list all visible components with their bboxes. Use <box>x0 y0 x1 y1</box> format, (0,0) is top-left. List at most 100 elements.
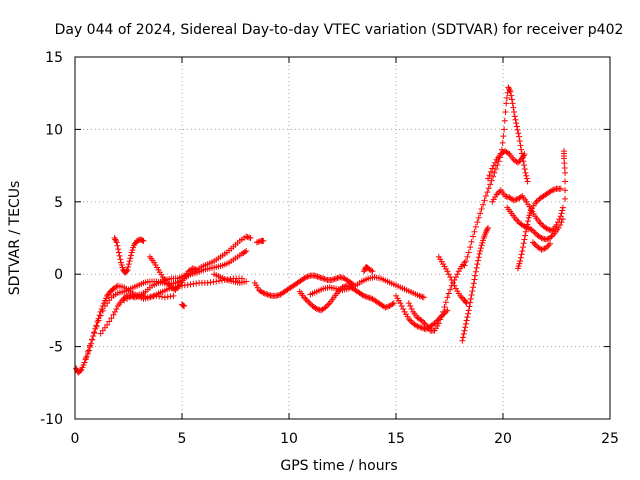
data-point <box>523 172 530 179</box>
data-point <box>562 187 569 194</box>
data-point <box>115 249 122 256</box>
data-point <box>474 261 481 268</box>
data-point <box>434 317 441 324</box>
data-point <box>193 266 200 273</box>
data-point <box>507 88 514 95</box>
data-point <box>521 162 528 169</box>
data-point <box>484 226 491 233</box>
data-point <box>500 133 507 140</box>
data-point <box>536 219 543 226</box>
data-point <box>547 240 554 247</box>
data-point <box>506 85 513 92</box>
data-marks <box>73 84 569 376</box>
data-point <box>442 299 449 306</box>
data-point <box>537 234 544 241</box>
data-point <box>520 240 527 247</box>
data-point <box>470 280 477 287</box>
data-point <box>112 236 119 243</box>
data-point <box>547 235 554 241</box>
data-point <box>306 300 313 307</box>
data-point <box>389 301 396 308</box>
data-point <box>558 219 565 226</box>
data-point <box>557 221 564 228</box>
data-point <box>359 291 366 298</box>
data-point <box>113 237 120 244</box>
data-point <box>485 185 492 192</box>
data-point <box>241 248 248 255</box>
data-point <box>451 282 458 289</box>
series-track-k <box>296 282 397 314</box>
series-track-d <box>111 235 147 276</box>
series-track-e <box>146 253 200 294</box>
data-point <box>559 204 566 211</box>
data-point <box>114 242 121 249</box>
data-point <box>444 268 451 275</box>
chart-title: Day 044 of 2024, Sidereal Day-to-day VTE… <box>55 22 624 38</box>
data-point <box>407 303 414 310</box>
data-point <box>111 308 118 315</box>
data-point <box>81 359 88 366</box>
axis-ticks <box>74 56 611 420</box>
data-point <box>521 165 528 172</box>
data-point <box>322 304 329 311</box>
series-track-f <box>211 271 250 286</box>
data-point <box>106 318 113 325</box>
data-point <box>484 189 491 196</box>
data-point <box>312 304 319 311</box>
data-point <box>522 228 529 235</box>
data-point <box>544 243 551 250</box>
data-point <box>368 267 375 274</box>
data-point <box>515 130 522 137</box>
data-point <box>482 229 489 236</box>
data-point <box>506 87 513 94</box>
data-point <box>504 150 511 157</box>
y-tick-label: 15 <box>45 50 63 66</box>
data-point <box>444 294 451 301</box>
data-point <box>559 216 566 223</box>
data-point <box>126 258 133 265</box>
series-track-m <box>360 263 376 275</box>
data-point <box>140 237 147 244</box>
data-point <box>514 126 521 133</box>
data-point <box>360 268 367 275</box>
data-point <box>517 254 524 261</box>
series-track-x <box>560 148 569 202</box>
data-point <box>301 275 308 282</box>
y-tick-label: 0 <box>54 267 63 283</box>
data-point <box>513 123 520 130</box>
data-point <box>517 142 524 149</box>
data-point <box>472 272 479 279</box>
data-point <box>125 261 132 268</box>
x-tick-label: 20 <box>494 431 512 447</box>
series-track-l <box>307 274 427 301</box>
series-track-o <box>405 259 468 334</box>
data-point <box>465 249 472 256</box>
data-point <box>117 256 124 263</box>
data-point <box>521 151 528 158</box>
data-point <box>543 225 550 232</box>
data-point <box>111 235 118 241</box>
series-track-v <box>514 185 564 272</box>
data-point <box>390 300 397 307</box>
data-point <box>458 294 465 301</box>
data-point <box>521 236 528 243</box>
data-point <box>123 267 130 274</box>
data-point <box>461 262 468 269</box>
data-point <box>513 120 520 127</box>
y-tick-label: 5 <box>54 195 63 211</box>
data-point <box>488 177 495 184</box>
data-point <box>492 159 499 166</box>
data-point <box>104 321 111 328</box>
data-point <box>77 367 84 374</box>
data-point <box>475 214 482 221</box>
x-tick-label: 25 <box>601 431 619 447</box>
series-track-n <box>393 292 451 333</box>
data-point <box>462 324 469 331</box>
data-point <box>472 268 479 275</box>
data-point <box>520 152 527 159</box>
data-point <box>462 258 469 265</box>
data-point <box>412 322 419 329</box>
data-point <box>113 305 120 312</box>
data-point <box>512 216 519 223</box>
data-point <box>516 137 523 144</box>
